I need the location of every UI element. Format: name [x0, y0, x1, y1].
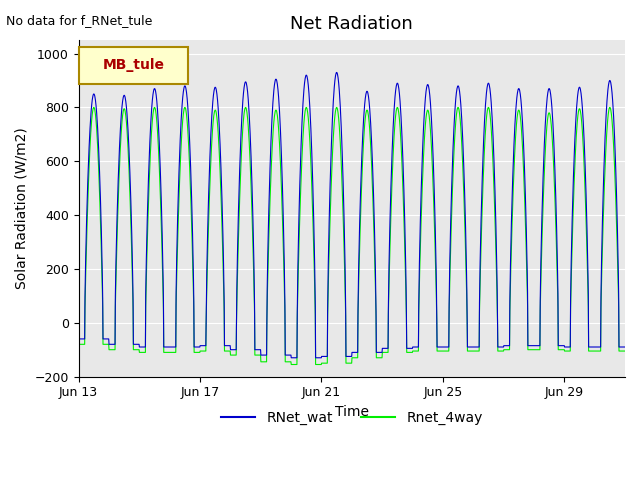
RNet_wat [366, 110, 374, 116]
Line: RNet_wat: RNet_wat [79, 72, 625, 358]
Rnet_4way [75, 341, 83, 347]
FancyBboxPatch shape [79, 47, 188, 84]
Rnet_4way [108, 347, 115, 353]
Rnet_4way [366, 132, 374, 137]
Line: Rnet_4way: Rnet_4way [79, 108, 625, 364]
Rnet_4way [427, 127, 435, 133]
Rnet_4way [547, 114, 554, 120]
Rnet_4way [90, 105, 98, 110]
Rnet_4way [310, 245, 317, 251]
Title: Net Radiation: Net Radiation [291, 15, 413, 33]
Rnet_4way [319, 360, 326, 366]
RNet_wat [427, 100, 435, 106]
Text: No data for f_RNet_tule: No data for f_RNet_tule [6, 14, 153, 27]
RNet_wat [333, 70, 340, 75]
RNet_wat [75, 336, 83, 342]
RNet_wat [310, 204, 317, 209]
Rnet_4way [287, 361, 295, 367]
RNet_wat [547, 89, 554, 95]
RNet_wat [287, 355, 295, 360]
RNet_wat [107, 341, 115, 347]
X-axis label: Time: Time [335, 405, 369, 419]
Rnet_4way [621, 348, 629, 354]
RNet_wat [319, 354, 326, 360]
Y-axis label: Solar Radiation (W/m2): Solar Radiation (W/m2) [15, 128, 29, 289]
Text: MB_tule: MB_tule [102, 59, 164, 72]
Legend: RNet_wat, Rnet_4way: RNet_wat, Rnet_4way [215, 405, 488, 430]
RNet_wat [621, 344, 629, 350]
